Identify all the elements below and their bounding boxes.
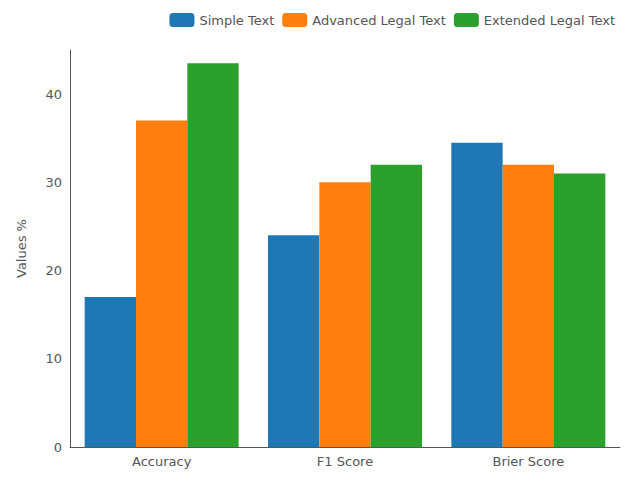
svg-text:30: 30 [45,175,62,190]
svg-text:10: 10 [45,351,62,366]
svg-text:40: 40 [45,87,62,102]
svg-text:F1 Score: F1 Score [317,454,373,469]
svg-text:0: 0 [54,440,62,455]
svg-text:20: 20 [45,263,62,278]
svg-text:Brier Score: Brier Score [492,454,564,469]
svg-text:Accuracy: Accuracy [132,454,192,469]
svg-text:Values %: Values % [14,219,29,278]
svg-text:Simple Text: Simple Text [199,13,274,28]
svg-text:Extended Legal Text: Extended Legal Text [484,13,615,28]
svg-text:Advanced Legal Text: Advanced Legal Text [312,13,446,28]
